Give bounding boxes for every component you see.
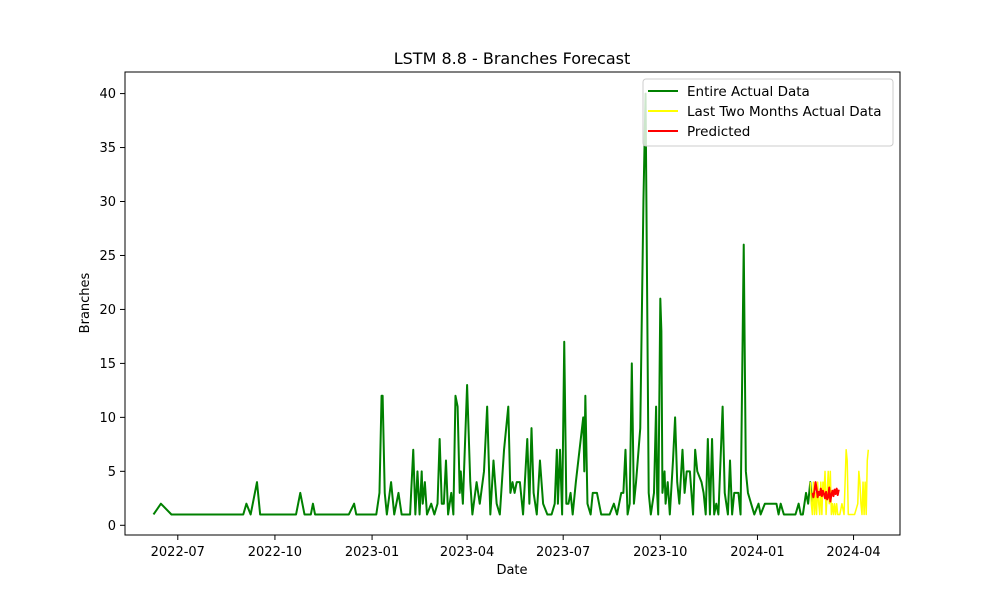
legend: Entire Actual Data Last Two Months Actua… — [642, 78, 894, 147]
x-tick-label: 2023-07 — [536, 545, 590, 560]
y-tick-label: 10 — [99, 411, 116, 426]
x-tick-label: 2024-04 — [826, 545, 880, 560]
y-axis-label: Branches — [78, 272, 93, 333]
plot-area — [152, 92, 870, 516]
x-tick-label: 2023-04 — [440, 545, 494, 560]
x-tick-label: 2022-07 — [151, 545, 205, 560]
y-tick-label: 5 — [108, 465, 116, 480]
legend-label-last-two-months: Last Two Months Actual Data — [687, 104, 881, 120]
y-tick-label: 40 — [99, 87, 116, 102]
y-axis: 0 5 10 15 20 25 30 35 40 — [99, 87, 125, 534]
legend-label-predicted: Predicted — [687, 124, 750, 140]
series-line-predicted — [811, 481, 840, 503]
y-tick-label: 0 — [108, 519, 116, 534]
x-tick-label: 2022-10 — [248, 545, 302, 560]
series-line-entire-actual-data — [152, 92, 814, 516]
y-tick-label: 30 — [99, 195, 116, 210]
series-line-last-two-months-actual-data — [809, 448, 870, 516]
x-tick-label: 2023-10 — [633, 545, 687, 560]
plot-frame — [124, 71, 901, 536]
y-tick-label: 25 — [99, 249, 116, 264]
x-axis: 2022-07 2022-10 2023-01 2023-04 2023-07 2023-… — [151, 535, 881, 560]
x-tick-label: 2024-01 — [730, 545, 784, 560]
y-tick-label: 15 — [99, 357, 116, 372]
legend-box — [642, 78, 894, 147]
legend-label-entire-actual: Entire Actual Data — [687, 84, 810, 100]
x-axis-label: Date — [496, 563, 527, 578]
chart-title: LSTM 8.8 - Branches Forecast — [394, 49, 631, 68]
y-tick-label: 20 — [99, 303, 116, 318]
x-tick-label: 2023-01 — [345, 545, 399, 560]
y-tick-label: 35 — [99, 141, 116, 156]
